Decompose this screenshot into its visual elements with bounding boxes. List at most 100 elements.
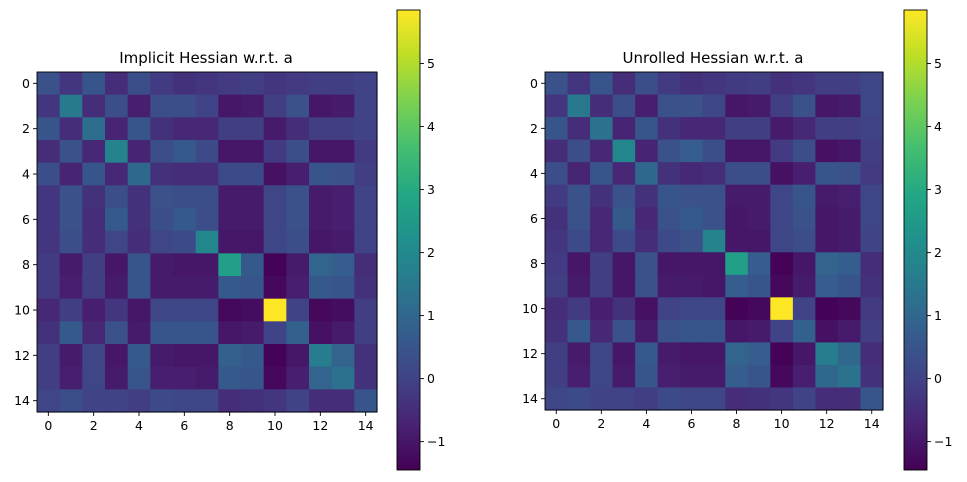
heatmap-cell [815,319,839,343]
heatmap-cell [860,319,884,343]
heatmap-cell [59,72,83,96]
heatmap-cell [590,94,614,118]
heatmap-cell [354,253,378,277]
y-tick-label: 12 [14,348,30,363]
heatmap-cell [837,229,862,253]
heatmap-cell [612,274,636,298]
heatmap-cell [150,298,174,322]
heatmap-cell [657,94,681,118]
axis-ticks-implicit: 0 2 4 6 8 10 12 14 0 2 4 6 8 10 12 14 [14,76,374,433]
heatmap-cell [590,252,614,276]
heatmap-cell [331,389,355,413]
heatmap-cell [218,230,242,254]
heatmap-cell [105,344,129,368]
heatmap-cell [82,321,106,345]
heatmap-cell [635,229,659,253]
heatmap-cell [860,297,884,321]
colorbar-tick-label: 0 [934,371,942,386]
heatmap-cell [545,319,569,343]
heatmap-cell [37,276,61,300]
heatmap-cell [567,229,591,253]
heatmap-cell [241,253,265,277]
heatmap-cell [860,387,884,411]
heatmap-cell [635,252,659,276]
heatmap-cell [150,117,174,141]
heatmap-cell [37,208,61,232]
heatmap-cell [860,274,884,298]
heatmap-cell [590,162,614,186]
heatmap-cell [815,297,839,321]
heatmap-cell [837,297,862,321]
heatmap-cell [331,321,355,345]
heatmap-cell [792,364,816,389]
heatmap-cell [286,72,310,96]
heatmap-cell [545,117,569,141]
heatmap-cell [657,139,681,163]
heatmap-cell [263,230,287,254]
heatmap-cells-unrolled [545,72,884,411]
heatmap-cell [263,298,287,322]
heatmap-cell [635,139,659,163]
heatmap-cell [567,387,591,411]
heatmap-cell [218,185,242,209]
heatmap-cell [150,185,174,209]
heatmap-cell [105,185,129,209]
heatmap-cell [82,72,106,96]
colorbar-implicit: −1 0 1 2 3 4 5 [396,9,445,471]
heatmap-cell [545,72,569,96]
heatmap-cell [309,321,333,345]
heatmap-cell [590,72,614,96]
heatmap-cell [545,184,569,208]
colorbar-tick-label: 2 [934,245,942,260]
heatmap-cell [792,139,816,163]
heatmap-cell [860,117,884,141]
heatmap-cell [860,207,884,231]
heatmap-cell [218,117,242,141]
heatmap-cell [309,208,333,232]
heatmap-cell [105,321,129,345]
heatmap-cell [263,276,287,300]
heatmap-cell [770,364,794,389]
heatmap-cell [815,274,839,298]
heatmap-cell [59,185,83,209]
heatmap-cell [331,276,355,300]
y-tick-label: 10 [14,303,30,318]
heatmap-cell [127,253,151,277]
heatmap-cell [657,342,681,366]
heatmap-cell [195,208,219,232]
y-tick-label: 0 [22,76,30,91]
heatmap-cell [770,297,794,321]
heatmap-cell [150,72,174,96]
heatmap-cell [195,230,219,254]
heatmap-cell [725,342,749,366]
heatmap-cell [837,72,862,96]
heatmap-cell [860,342,884,366]
heatmap-cell [82,344,106,368]
heatmap-cell [567,139,591,163]
heatmap-cell [747,252,771,276]
heatmap-cell [331,94,355,118]
heatmap-cell [150,208,174,232]
y-tick-label: 2 [530,121,538,136]
colorbar-gradient-unrolled [903,9,928,471]
heatmap-cell [331,117,355,141]
heatmap-cell [792,319,816,343]
heatmap-cell [105,253,129,277]
heatmap-cell [127,117,151,141]
heatmap-cell [309,140,333,164]
y-tick-label: 8 [530,256,538,271]
heatmap-cell [725,207,749,231]
heatmap-cell [725,184,749,208]
heatmap-cell [309,72,333,96]
heatmap-cell [770,184,794,208]
heatmap-cell [218,321,242,345]
colorbar-tick-label: 3 [427,182,435,197]
heatmap-cell [545,364,569,389]
heatmap-cell [241,117,265,141]
heatmap-cell [59,366,83,390]
heatmap-cell [815,342,839,366]
heatmap-cell [792,297,816,321]
heatmap-cell [241,185,265,209]
heatmap-cell [59,344,83,368]
heatmap-cell [173,230,197,254]
